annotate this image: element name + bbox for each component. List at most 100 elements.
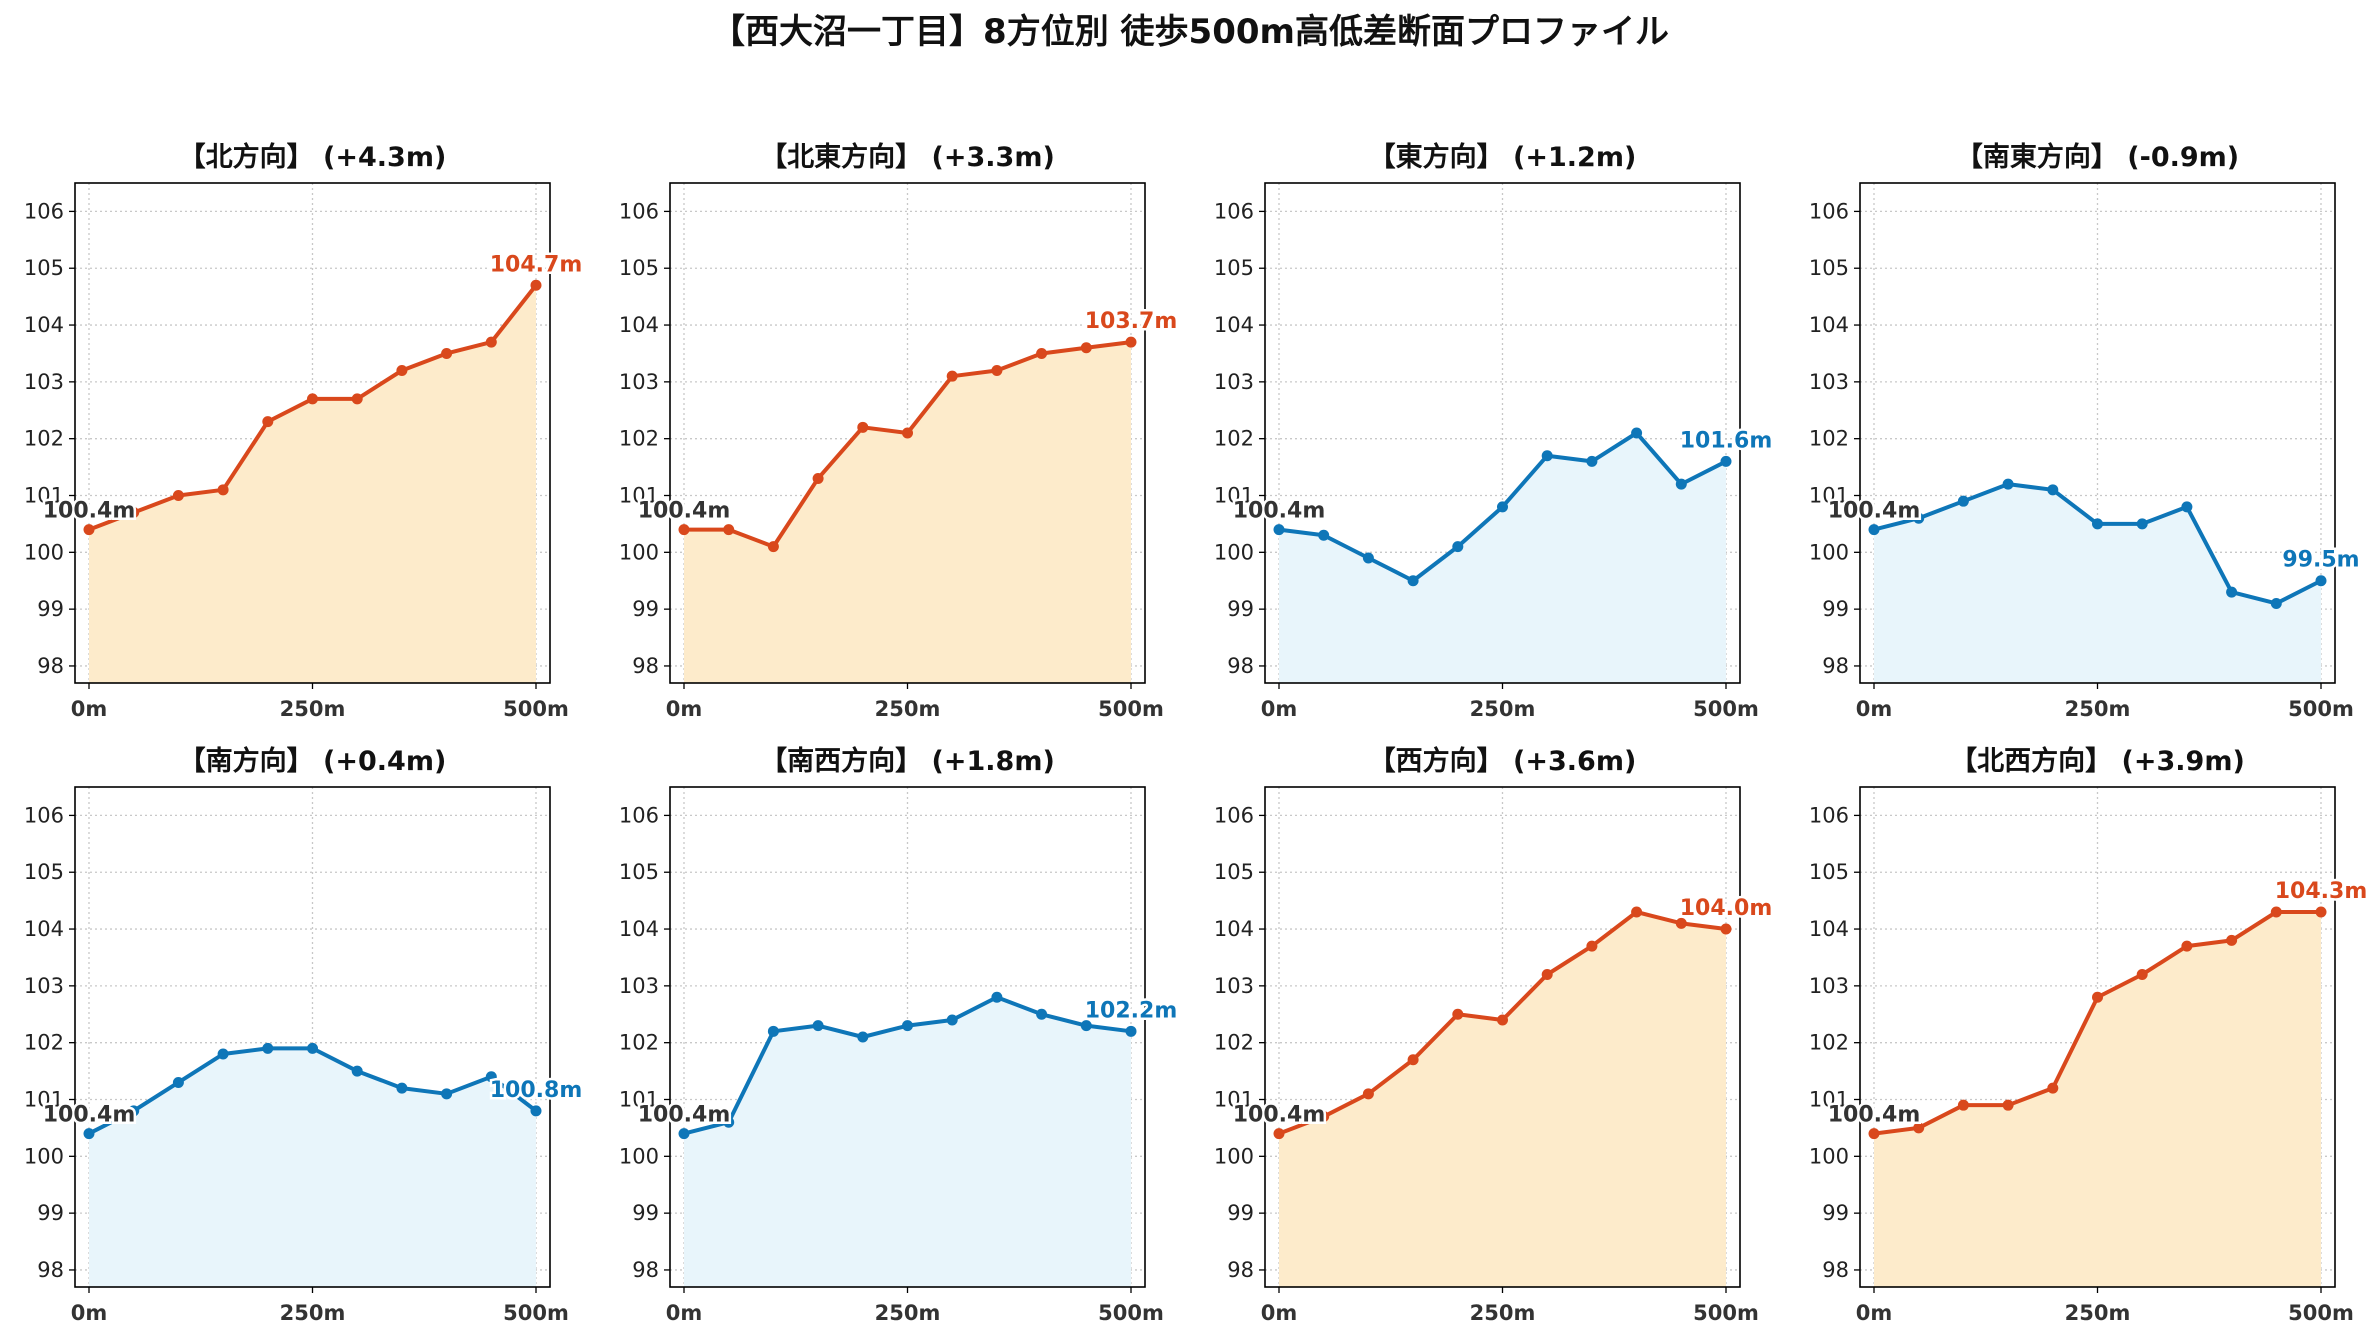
profile-area	[1279, 912, 1726, 1287]
y-tick-label: 99	[1822, 1201, 1849, 1225]
end-value-label: 103.7m	[1085, 309, 1178, 334]
y-tick-label: 98	[1227, 1258, 1254, 1282]
data-point	[1318, 1111, 1330, 1123]
y-tick-label: 102	[619, 1031, 659, 1055]
y-tick-label: 102	[1809, 427, 1849, 451]
panel-title: 【南東方向】 (-0.9m)	[1956, 141, 2239, 173]
data-point	[262, 416, 274, 428]
data-point	[1125, 336, 1137, 348]
y-tick-label: 105	[1809, 256, 1849, 280]
x-tick-label: 0m	[1261, 1301, 1298, 1325]
x-tick-label: 0m	[1856, 697, 1893, 721]
y-tick-label: 106	[1809, 199, 1849, 223]
start-value-label: 100.4m	[43, 1103, 136, 1128]
data-point	[2136, 969, 2148, 980]
y-tick-label: 99	[1227, 597, 1254, 621]
panel-title: 【北西方向】 (+3.9m)	[1950, 745, 2245, 777]
data-point	[1868, 524, 1880, 536]
start-value-label: 100.4m	[1828, 1103, 1921, 1128]
end-value-label: 102.2m	[1085, 998, 1178, 1023]
panel-title: 【南方向】 (+0.4m)	[179, 745, 447, 777]
data-point	[1497, 501, 1508, 513]
panel-4: 【南東方向】 (-0.9m) 98 99 100 101 102 103 104 105 106 0…	[1809, 141, 2362, 721]
y-tick-label: 103	[619, 974, 659, 998]
data-point	[83, 1128, 95, 1140]
y-tick-label: 103	[619, 370, 659, 394]
data-point	[485, 336, 497, 348]
x-tick-label: 500m	[503, 1301, 569, 1325]
panel-3: 【東方向】 (+1.2m) 98 99 100 101 102 103 104 105 106 0m…	[1214, 141, 1775, 721]
x-tick-label: 0m	[1856, 1301, 1893, 1325]
data-point	[1586, 455, 1598, 467]
data-point	[1273, 524, 1285, 536]
y-tick-label: 103	[1809, 974, 1849, 998]
y-tick-label: 105	[24, 860, 64, 884]
x-tick-label: 0m	[666, 697, 703, 721]
panel-7: 【西方向】 (+3.6m) 98 99 100 101 102 103 104 105 106 0m…	[1214, 745, 1775, 1325]
x-tick-label: 250m	[2065, 1301, 2131, 1325]
profile-area	[89, 285, 536, 683]
profile-area	[1279, 433, 1726, 683]
y-tick-label: 105	[619, 256, 659, 280]
plot-frame	[74, 182, 551, 684]
y-tick-label: 100	[619, 540, 659, 564]
x-tick-label: 500m	[503, 697, 569, 721]
data-point	[723, 524, 735, 536]
start-value-label: 100.4m	[1828, 499, 1921, 524]
data-point	[678, 1128, 690, 1140]
y-tick-label: 100	[24, 1144, 64, 1168]
data-point	[2136, 518, 2148, 530]
data-point	[2002, 478, 2014, 490]
data-point	[2226, 586, 2238, 598]
y-tick-label: 106	[1214, 199, 1254, 223]
x-tick-label: 500m	[1098, 697, 1164, 721]
y-tick-label: 98	[1822, 1258, 1849, 1282]
data-point	[441, 347, 453, 359]
x-tick-label: 500m	[2288, 1301, 2354, 1325]
x-tick-label: 0m	[1261, 697, 1298, 721]
plot-frame	[1859, 182, 2336, 684]
data-point	[262, 1042, 274, 1054]
data-point	[1631, 427, 1643, 439]
data-point	[172, 490, 184, 501]
y-tick-label: 106	[1809, 803, 1849, 827]
y-tick-label: 102	[24, 427, 64, 451]
y-tick-label: 105	[24, 256, 64, 280]
x-tick-label: 250m	[1470, 1301, 1536, 1325]
data-point	[902, 1020, 913, 1032]
data-point	[2047, 484, 2059, 496]
y-tick-label: 99	[632, 597, 659, 621]
y-tick-label: 101	[1214, 484, 1254, 508]
end-value-label: 99.5m	[2282, 548, 2359, 573]
data-point	[217, 484, 229, 496]
y-tick-label: 102	[1214, 427, 1254, 451]
data-point	[2181, 940, 2193, 952]
profile-area	[1874, 484, 2321, 683]
y-tick-label: 99	[37, 597, 64, 621]
y-tick-label: 104	[1809, 313, 1849, 337]
data-point	[1675, 917, 1687, 929]
data-point	[902, 427, 913, 439]
data-point	[2047, 1082, 2059, 1094]
y-tick-label: 98	[632, 654, 659, 678]
y-tick-label: 100	[1214, 1144, 1254, 1168]
data-point	[1675, 478, 1687, 490]
y-tick-label: 106	[619, 803, 659, 827]
y-tick-label: 106	[24, 803, 64, 827]
data-point	[2181, 501, 2193, 513]
data-point	[2002, 1099, 2014, 1111]
data-point	[946, 370, 958, 382]
data-point	[1407, 575, 1419, 587]
x-tick-label: 0m	[666, 1301, 703, 1325]
start-value-label: 100.4m	[1233, 499, 1326, 524]
data-point	[2270, 597, 2282, 609]
data-point	[1913, 1122, 1925, 1134]
y-tick-label: 104	[619, 917, 659, 941]
data-point	[991, 365, 1003, 376]
data-point	[1452, 541, 1464, 553]
data-point	[1631, 906, 1643, 918]
data-point	[857, 1031, 869, 1043]
y-tick-label: 101	[619, 484, 659, 508]
y-tick-label: 101	[1214, 1088, 1254, 1112]
data-point	[441, 1088, 453, 1100]
